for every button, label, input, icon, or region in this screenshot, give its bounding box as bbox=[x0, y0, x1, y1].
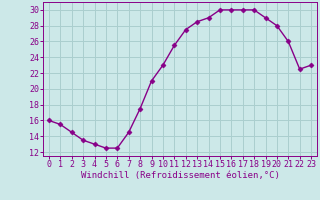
X-axis label: Windchill (Refroidissement éolien,°C): Windchill (Refroidissement éolien,°C) bbox=[81, 171, 279, 180]
